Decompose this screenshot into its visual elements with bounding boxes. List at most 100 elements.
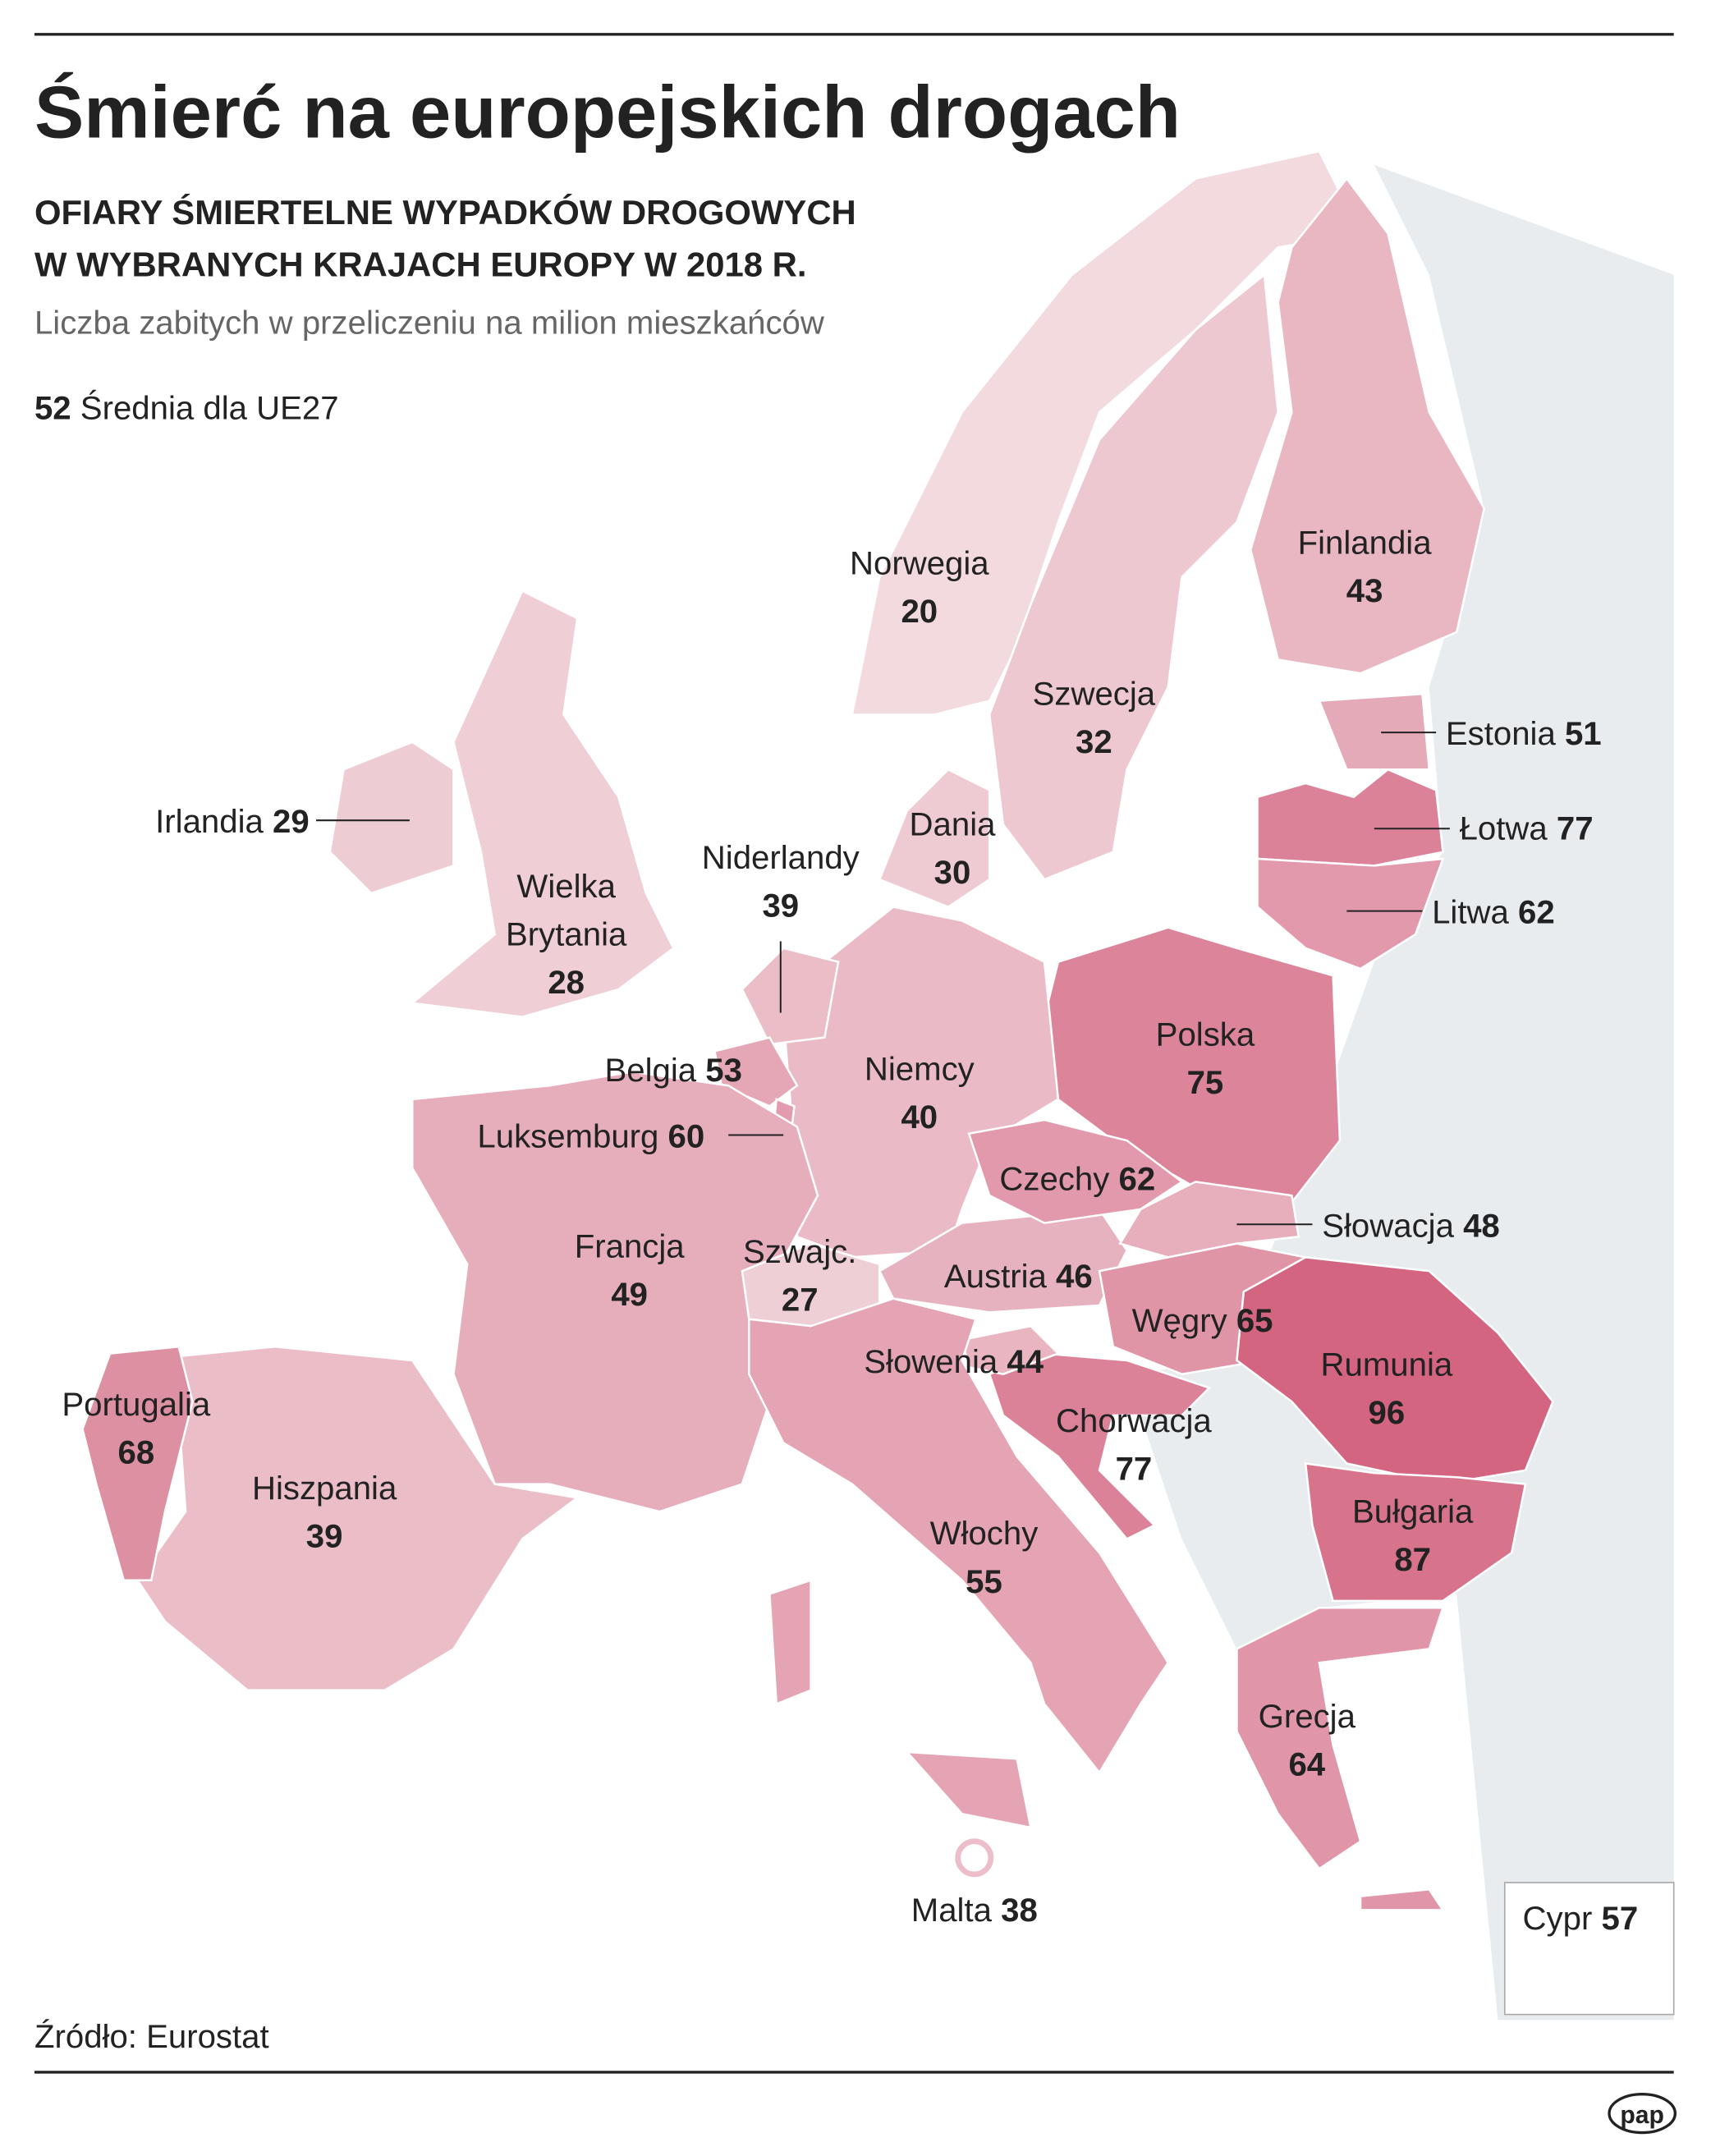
country-shape xyxy=(878,768,991,909)
country-shape xyxy=(955,1838,994,1878)
country-value: 65 xyxy=(1236,1302,1273,1339)
country-shape xyxy=(1359,1888,1445,1911)
country-name: Czechy xyxy=(999,1160,1109,1197)
country-value: 49 xyxy=(611,1276,648,1313)
labels: Norwegia 20 Szwecja 32 Finlandia 43 Estonia 51… xyxy=(62,524,1638,1936)
country-value: 38 xyxy=(1001,1892,1038,1929)
country-value: 27 xyxy=(782,1282,819,1319)
countries xyxy=(81,149,1624,2001)
logo: pap xyxy=(1620,2102,1664,2129)
country-value: 48 xyxy=(1463,1207,1500,1244)
country-name: Litwa xyxy=(1432,894,1509,931)
country-value: 51 xyxy=(1565,715,1602,752)
subtitle: W WYBRANYCH KRAJACH EUROPY W 2018 R. xyxy=(34,245,806,283)
country-shape xyxy=(328,741,455,895)
country-value: 39 xyxy=(306,1518,343,1555)
country-shape xyxy=(1304,1461,1527,1603)
description: Liczba zabitych w przeliczeniu na milion… xyxy=(34,305,825,342)
country-value: 20 xyxy=(901,593,938,630)
country-label: Luksemburg 60 xyxy=(477,1118,704,1155)
country-shape xyxy=(1236,1606,1445,1870)
country-name: Cypr xyxy=(1523,1900,1593,1937)
country-shape xyxy=(851,149,1362,716)
country-name: Szwajc. xyxy=(743,1233,856,1270)
country-shape xyxy=(904,1750,1032,1829)
country-value: 60 xyxy=(668,1118,705,1155)
country-shape xyxy=(1249,177,1486,675)
country-label: Czechy 62 xyxy=(999,1160,1155,1197)
country-value: 40 xyxy=(901,1099,938,1135)
country-value: 53 xyxy=(705,1052,742,1089)
country-shape xyxy=(81,1345,194,1581)
country-label: Belgia 53 xyxy=(604,1052,741,1089)
country-name: Grecja xyxy=(1259,1698,1356,1735)
country-value: 77 xyxy=(1557,810,1594,847)
country-label: Austria 46 xyxy=(944,1258,1093,1295)
country-shape xyxy=(782,906,1060,1259)
country-label: Węgry 65 xyxy=(1132,1302,1273,1339)
country-name: Luksemburg xyxy=(477,1118,658,1155)
country-shape xyxy=(961,1324,1061,1375)
country-label: Malta 38 xyxy=(911,1892,1038,1929)
country-value: 30 xyxy=(934,854,971,891)
source: Źródło: Eurostat xyxy=(34,2018,269,2055)
country-label: Słowacja 48 xyxy=(1322,1207,1500,1244)
country-name: Chorwacja xyxy=(1056,1402,1212,1439)
country-name: Bułgaria xyxy=(1352,1493,1474,1530)
title: Śmierć na europejskich drogach xyxy=(34,71,1181,154)
country-label: Estonia 51 xyxy=(1446,715,1602,752)
country-label: Cypr 57 xyxy=(1523,1900,1639,1937)
cyprus-inset xyxy=(1503,1882,1675,2016)
logo-badge xyxy=(1608,2093,1677,2135)
country-shape xyxy=(768,1578,812,1706)
country-shape xyxy=(741,947,840,1046)
country-shape xyxy=(988,273,1279,881)
country-value: 57 xyxy=(1602,1900,1639,1937)
country-shape xyxy=(967,1118,1184,1224)
country-value: 29 xyxy=(273,803,310,840)
country-name: Irlandia xyxy=(155,803,264,840)
country-name: Rumunia xyxy=(1321,1346,1453,1383)
country-name: Niemcy xyxy=(865,1051,975,1088)
country-shape xyxy=(988,1352,1212,1541)
country-shape xyxy=(1118,1181,1300,1259)
country-shape xyxy=(135,1345,580,1691)
country-name: Austria xyxy=(944,1258,1048,1295)
country-name: Hiszpania xyxy=(252,1470,397,1507)
country-label: Słowenia 44 xyxy=(864,1343,1044,1380)
country-name: Szwecja xyxy=(1033,676,1156,713)
country-value: 68 xyxy=(117,1434,154,1470)
country-name: Niderlandy xyxy=(702,839,860,876)
average-value: 52 xyxy=(34,389,71,426)
country-name: Portugalia xyxy=(62,1386,210,1423)
country-value: 77 xyxy=(1116,1451,1153,1488)
country-name: Malta xyxy=(911,1892,993,1929)
average: 52 Średnia dla UE27 xyxy=(34,388,339,426)
country-name: Norwegia xyxy=(850,545,989,582)
country-label: Litwa 62 xyxy=(1432,894,1555,931)
country-shape xyxy=(1256,857,1445,970)
country-shape xyxy=(748,1297,1170,1775)
country-value: 64 xyxy=(1288,1745,1325,1782)
country-label: Irlandia 29 xyxy=(155,803,310,840)
average-label: Średnia dla UE27 xyxy=(80,388,339,426)
country-name: Belgia xyxy=(604,1052,696,1089)
subtitle: OFIARY ŚMIERTELNE WYPADKÓW DROGOWYCH xyxy=(34,192,856,232)
country-value: 43 xyxy=(1346,572,1383,609)
country-value: 39 xyxy=(762,887,799,924)
country-value: 32 xyxy=(1076,723,1112,760)
country-name: Węgry xyxy=(1132,1302,1227,1339)
country-name: Polska xyxy=(1156,1016,1255,1053)
country-value: 87 xyxy=(1394,1541,1431,1578)
country-value: 75 xyxy=(1187,1064,1224,1101)
country-name: Dania xyxy=(910,806,997,843)
country-value: 55 xyxy=(966,1563,1002,1600)
country-name: Wielka Brytania xyxy=(506,868,627,953)
non-eu-land xyxy=(1126,1360,1319,1649)
country-name: Słowacja xyxy=(1322,1207,1454,1244)
country-name: Łotwa xyxy=(1460,810,1548,847)
country-name: Finlandia xyxy=(1298,524,1433,561)
country-shape xyxy=(410,589,675,1018)
country-name: Francja xyxy=(575,1227,686,1264)
